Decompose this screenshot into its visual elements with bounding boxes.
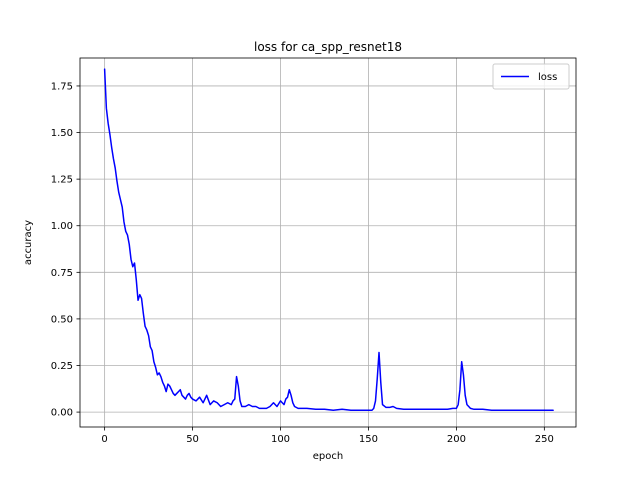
y-tick-label: 0.00	[51, 408, 73, 419]
y-axis-title: accuracy	[23, 220, 34, 265]
legend-label-loss: loss	[538, 72, 557, 83]
legend: loss	[492, 63, 570, 90]
chart-title: loss for ca_spp_resnet18	[254, 40, 402, 54]
x-tick-label: 200	[447, 434, 466, 445]
x-tick-label: 250	[535, 434, 554, 445]
plot-area-frame	[79, 57, 577, 428]
x-tick-label: 0	[101, 434, 107, 445]
y-tick-label: 1.00	[51, 221, 73, 232]
x-axis-title: epoch	[313, 451, 343, 462]
y-tick-label: 0.50	[51, 314, 73, 325]
series-line-loss	[103, 68, 554, 411]
y-tick-label: 1.50	[51, 128, 73, 139]
grid-lines	[80, 58, 576, 427]
x-tick-label: 150	[359, 434, 378, 445]
series-layer	[103, 68, 554, 411]
y-tick-label: 0.25	[51, 361, 73, 372]
y-tick-label: 0.75	[51, 268, 73, 279]
y-tick-label: 1.25	[51, 175, 73, 186]
y-tick-label: 1.75	[51, 81, 73, 92]
legend-box	[492, 63, 570, 90]
x-tick-label: 100	[271, 434, 290, 445]
axis-ticks: 0 50 100 150 200 250 0.00 0.25 0.50 0.75 1.00 1.25 1…	[51, 81, 554, 445]
x-tick-label: 50	[186, 434, 199, 445]
